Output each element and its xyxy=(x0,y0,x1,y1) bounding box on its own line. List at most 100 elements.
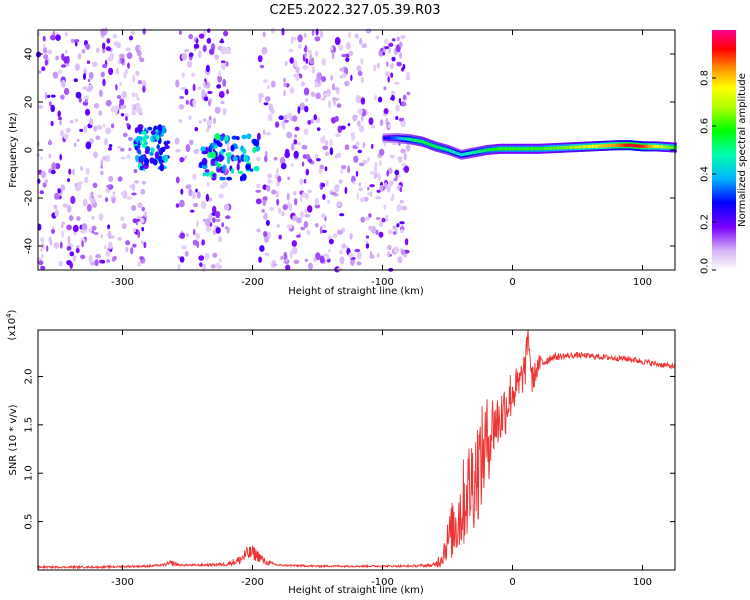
noise-cell xyxy=(88,72,94,80)
noise-cell xyxy=(95,253,101,259)
signal-cell xyxy=(598,144,601,148)
noise-cell xyxy=(120,113,125,117)
noise-cell xyxy=(88,255,93,263)
noise-cell xyxy=(70,38,76,44)
noise-cell xyxy=(136,215,142,220)
noise-cell xyxy=(130,31,136,35)
svg-text:(x104): (x104) xyxy=(5,309,18,340)
noise-cell xyxy=(400,148,406,154)
noise-cell xyxy=(39,190,44,195)
cluster-cell xyxy=(155,129,159,133)
y-tick-label: 0.5 xyxy=(24,514,35,530)
noise-cell xyxy=(185,184,192,190)
noise-cell xyxy=(177,263,181,271)
signal-cell xyxy=(577,145,580,149)
signal-cell xyxy=(574,145,577,149)
noise-cell xyxy=(126,154,131,160)
noise-cell xyxy=(65,63,70,67)
noise-cell xyxy=(94,259,99,267)
signal-cell xyxy=(459,152,462,156)
noise-cell xyxy=(307,120,312,125)
noise-cell xyxy=(224,226,229,230)
cluster-cell xyxy=(254,139,260,147)
noise-cell xyxy=(319,226,323,235)
x-tick-label: 0 xyxy=(509,277,515,288)
signal-cell xyxy=(508,147,511,151)
colorbar-tick-label: 0.8 xyxy=(700,70,711,86)
noise-cell xyxy=(360,115,364,122)
noise-cell xyxy=(394,81,400,85)
noise-cell xyxy=(295,66,300,74)
colorbar-tick-label: 0.4 xyxy=(700,166,711,182)
noise-cell xyxy=(86,87,92,92)
noise-cell xyxy=(289,87,295,94)
noise-cell xyxy=(136,97,140,101)
noise-cell xyxy=(406,91,411,96)
noise-cell xyxy=(76,216,81,221)
signal-cell xyxy=(664,145,667,149)
x-tick-label: -100 xyxy=(371,277,394,288)
signal-cell xyxy=(437,145,439,149)
noise-cell xyxy=(315,223,319,228)
noise-cell xyxy=(335,184,340,188)
signal-cell xyxy=(606,144,608,148)
noise-cell xyxy=(256,183,260,189)
noise-cell xyxy=(301,192,306,198)
noise-cell xyxy=(332,83,335,91)
noise-cell xyxy=(403,165,410,173)
noise-cell xyxy=(403,152,407,161)
noise-cell xyxy=(195,38,199,44)
signal-cell xyxy=(455,151,458,155)
signal-cell xyxy=(521,147,524,151)
noise-cell xyxy=(315,158,321,162)
noise-cell xyxy=(399,199,404,204)
cluster-cell xyxy=(230,144,235,152)
signal-cell xyxy=(626,143,629,147)
noise-cell xyxy=(121,223,127,230)
signal-cell xyxy=(424,141,426,145)
signal-cell xyxy=(509,147,512,151)
noise-cell xyxy=(303,221,309,228)
signal-cell xyxy=(650,144,653,148)
noise-cell xyxy=(210,264,216,269)
cluster-cell xyxy=(219,176,224,181)
cluster-cell xyxy=(163,141,169,146)
signal-cell xyxy=(669,145,672,149)
noise-cell xyxy=(40,170,47,179)
noise-cell xyxy=(275,190,280,198)
colorbar-ticks: 0.0 0.2 0.4 0.6 0.8 xyxy=(700,70,716,274)
signal-cell xyxy=(672,145,675,149)
cluster-cell xyxy=(160,146,166,153)
noise-cell xyxy=(328,238,334,245)
noise-cell xyxy=(203,96,209,102)
snr-multiplier: (x104) xyxy=(5,309,18,340)
signal-cell xyxy=(502,147,504,151)
noise-cell xyxy=(100,71,105,78)
noise-cell xyxy=(105,250,111,257)
noise-cell xyxy=(92,61,98,68)
cluster-cell xyxy=(201,151,207,155)
noise-cell xyxy=(301,81,305,87)
noise-cell xyxy=(125,47,131,52)
noise-cell xyxy=(112,191,116,195)
noise-cell xyxy=(363,196,369,202)
noise-cell xyxy=(75,247,80,254)
cluster-cell xyxy=(239,175,244,182)
noise-cell xyxy=(261,209,265,213)
noise-cell xyxy=(119,82,122,87)
noise-cell xyxy=(201,239,205,246)
signal-cell xyxy=(460,153,463,157)
noise-cell xyxy=(378,148,385,156)
signal-cell xyxy=(483,148,486,153)
cluster-cell xyxy=(163,165,167,170)
noise-cell xyxy=(180,188,184,195)
noise-cell xyxy=(309,53,313,60)
noise-cell xyxy=(278,207,281,215)
noise-cell xyxy=(348,252,354,259)
snr-plot-area xyxy=(38,330,675,570)
noise-cell xyxy=(64,49,68,55)
signal-cell xyxy=(420,139,423,143)
noise-cell xyxy=(90,191,94,196)
noise-cell xyxy=(383,108,389,115)
